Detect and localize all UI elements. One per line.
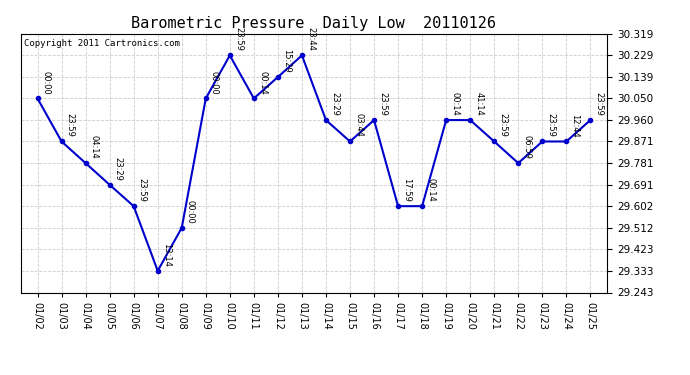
Text: 00:00: 00:00 xyxy=(210,70,219,94)
Text: 23:44: 23:44 xyxy=(306,27,315,51)
Text: 03:44: 03:44 xyxy=(354,114,363,137)
Text: 00:14: 00:14 xyxy=(451,92,460,116)
Text: 15:29: 15:29 xyxy=(282,49,291,73)
Text: 13:14: 13:14 xyxy=(162,243,171,267)
Text: 23:59: 23:59 xyxy=(378,92,387,116)
Text: 00:00: 00:00 xyxy=(186,200,195,223)
Text: 06:59: 06:59 xyxy=(522,135,531,159)
Title: Barometric Pressure  Daily Low  20110126: Barometric Pressure Daily Low 20110126 xyxy=(132,16,496,31)
Text: 17:59: 17:59 xyxy=(402,178,411,202)
Text: 23:59: 23:59 xyxy=(138,178,147,202)
Text: 23:59: 23:59 xyxy=(66,114,75,137)
Text: 23:59: 23:59 xyxy=(234,27,243,51)
Text: 23:29: 23:29 xyxy=(114,157,123,181)
Text: 23:59: 23:59 xyxy=(546,114,555,137)
Text: 00:14: 00:14 xyxy=(258,70,267,94)
Text: 00:00: 00:00 xyxy=(41,70,50,94)
Text: 00:14: 00:14 xyxy=(426,178,435,202)
Text: 12:44: 12:44 xyxy=(571,114,580,137)
Text: 23:59: 23:59 xyxy=(595,92,604,116)
Text: 23:59: 23:59 xyxy=(498,114,507,137)
Text: Copyright 2011 Cartronics.com: Copyright 2011 Cartronics.com xyxy=(23,39,179,48)
Text: 41:14: 41:14 xyxy=(474,92,484,116)
Text: 04:14: 04:14 xyxy=(90,135,99,159)
Text: 23:29: 23:29 xyxy=(330,92,339,116)
